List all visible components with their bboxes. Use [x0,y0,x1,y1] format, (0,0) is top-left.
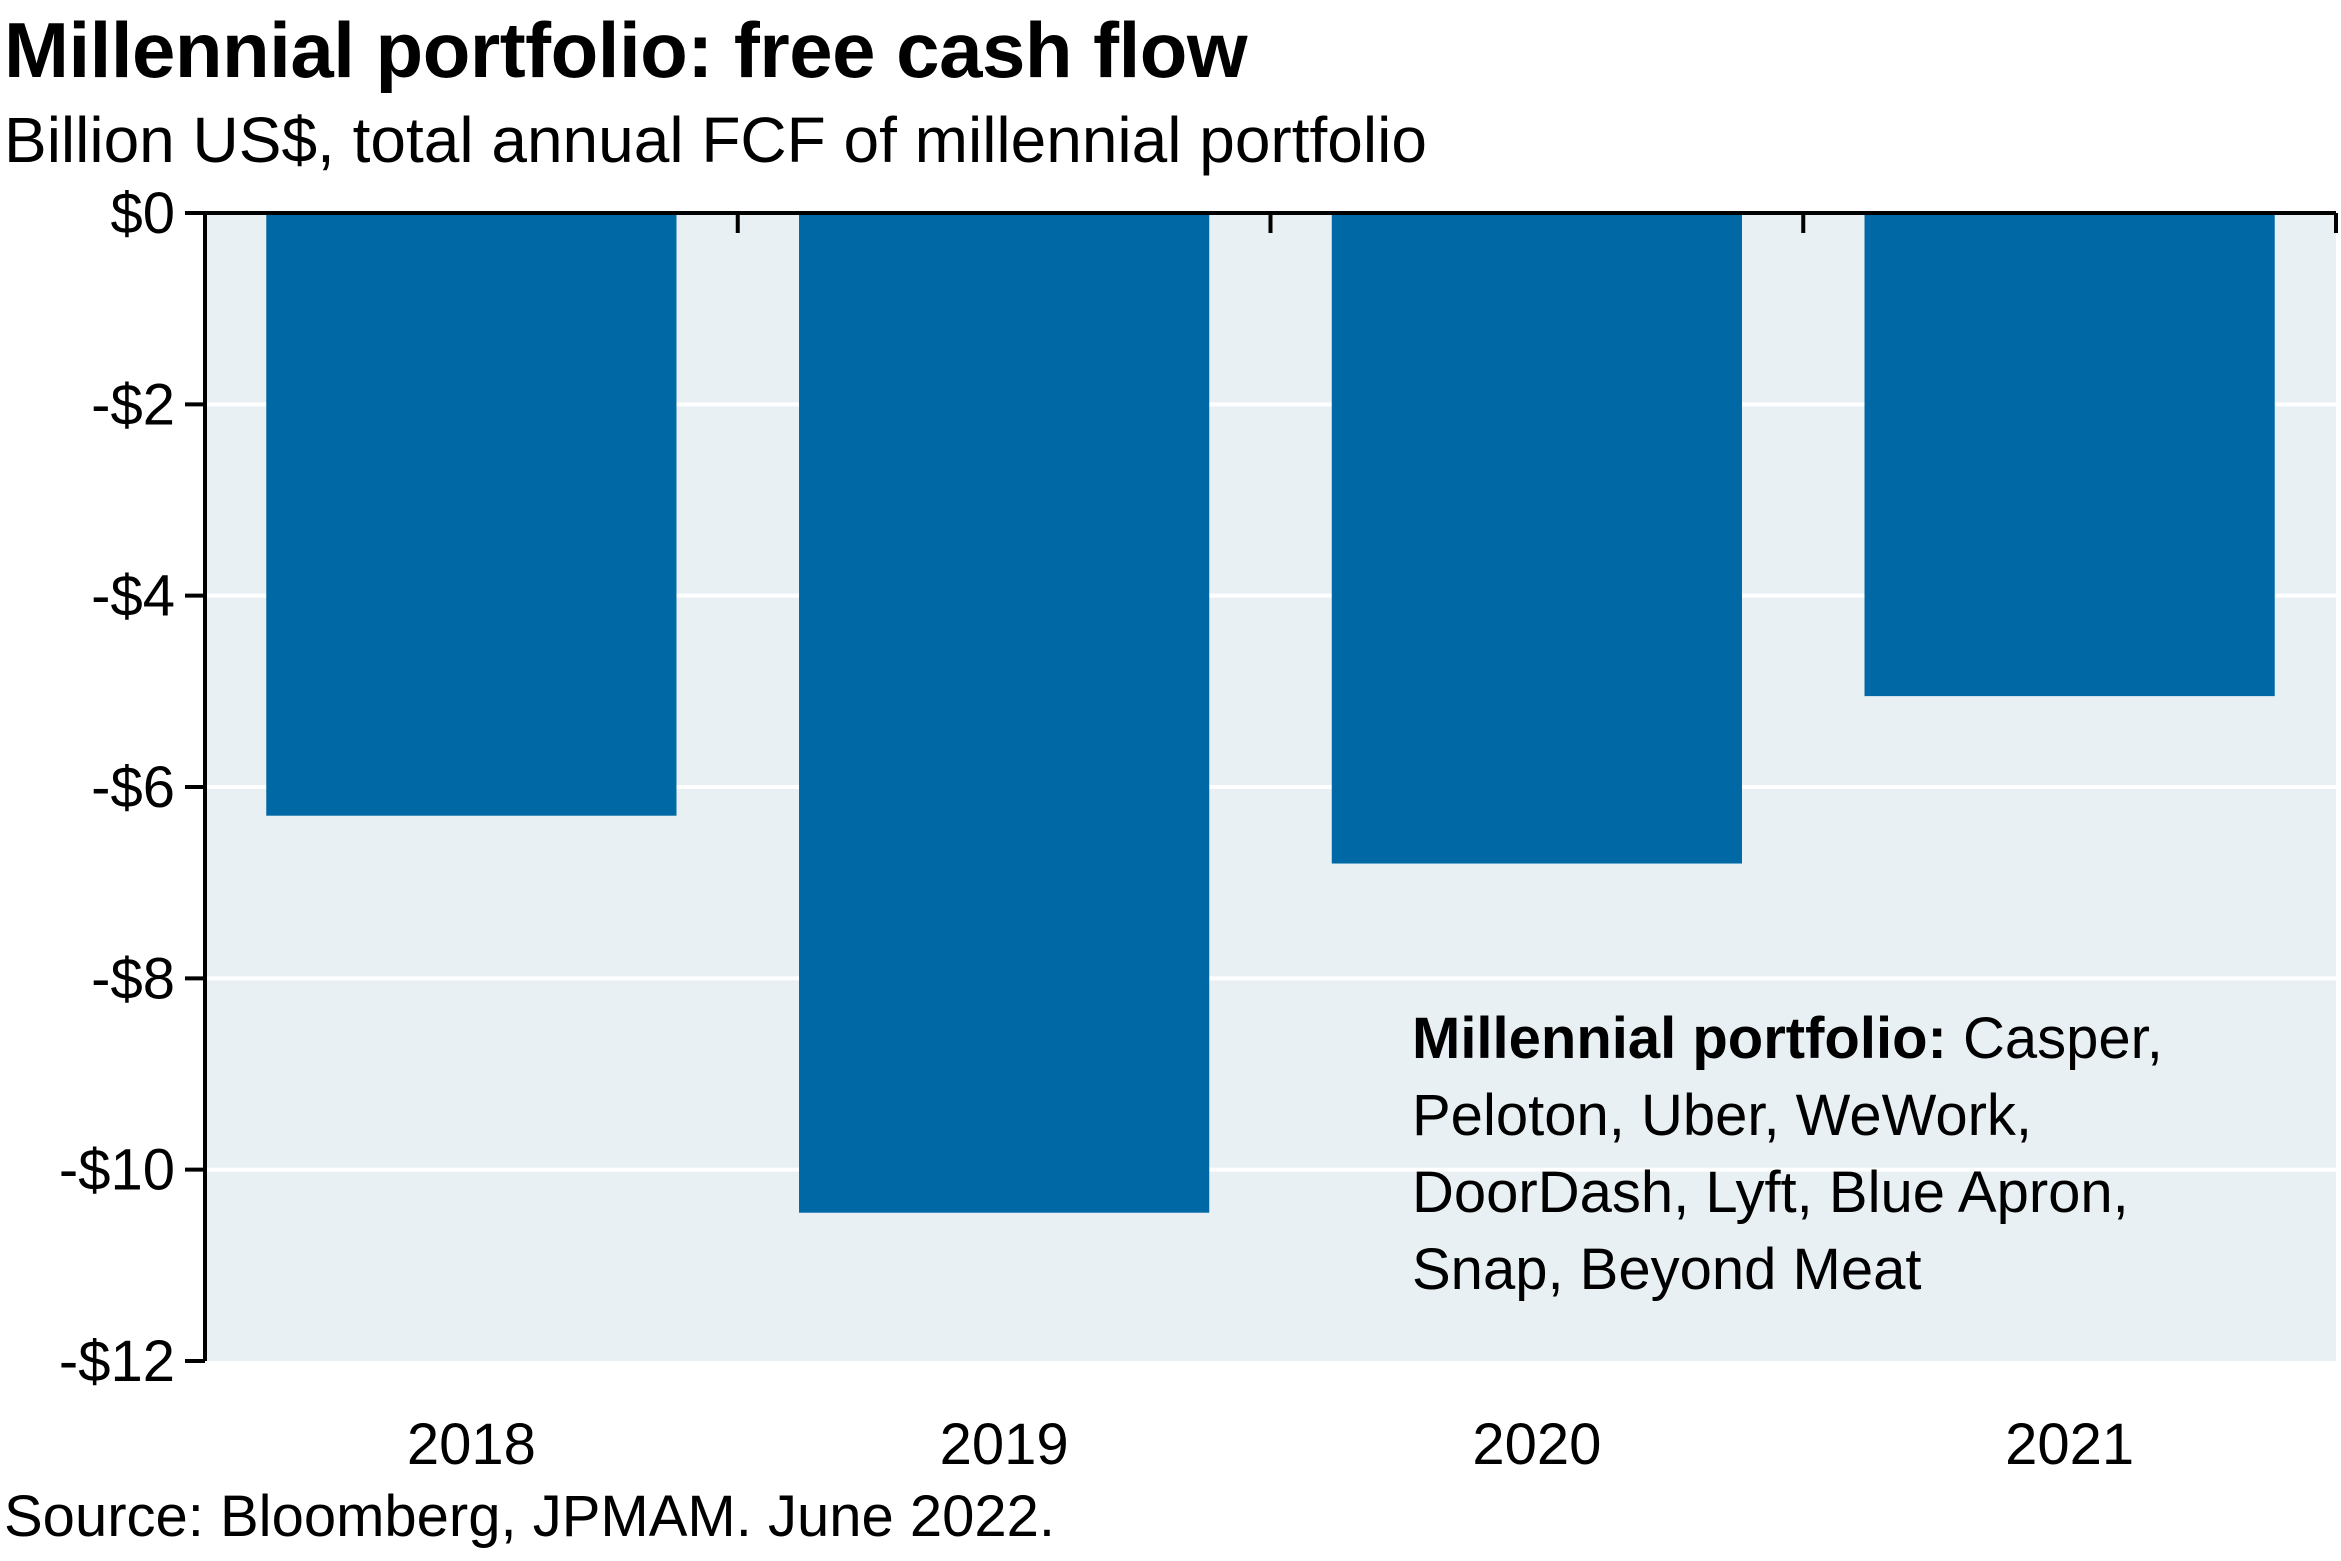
y-tick-label: -$8 [91,946,175,1011]
y-tick-labels: $0 -$2 -$4 -$6 -$8 -$10 -$12 [59,181,175,1394]
axes [185,211,2338,1363]
bar-2020 [1331,213,1742,864]
chart-title: Millennial portfolio: free cash flow [4,6,1248,94]
x-tick-label-2018: 2018 [407,1412,536,1477]
y-tick-label: -$2 [91,372,175,437]
source-note: Source: Bloomberg, JPMAM. June 2022. [4,1484,1055,1549]
chart-subtitle: Billion US$, total annual FCF of millenn… [4,104,1427,176]
bar-2021 [1864,213,2275,697]
x-tick-label-2019: 2019 [940,1412,1069,1477]
bars [266,213,2275,1213]
y-tick-label: -$4 [91,564,175,629]
x-tick-labels: 2018 2019 2020 2021 [407,1412,2134,1477]
portfolio-annotation: Millennial portfolio: Casper, Peloton, U… [1412,1000,2292,1308]
annotation-bold: Millennial portfolio: [1412,1006,1947,1071]
y-tick-label: $0 [110,181,175,246]
bar-2018 [266,213,677,816]
x-tick-label-2021: 2021 [2005,1412,2134,1477]
y-tick-label: -$6 [91,755,175,820]
x-tick-label-2020: 2020 [1472,1412,1601,1477]
bar-2019 [799,213,1210,1213]
y-tick-label: -$12 [59,1329,175,1394]
y-tick-label: -$10 [59,1138,175,1203]
annotation-text: Casper, Peloton, Uber, WeWork, DoorDash,… [1412,1006,2163,1302]
